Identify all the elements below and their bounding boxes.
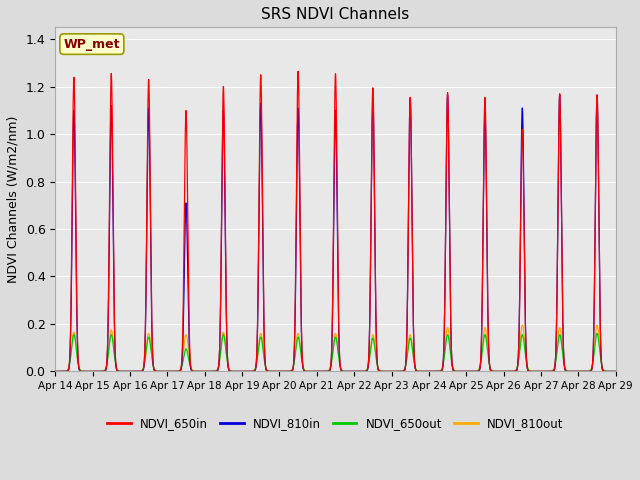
Title: SRS NDVI Channels: SRS NDVI Channels [261, 7, 410, 22]
Y-axis label: NDVI Channels (W/m2/nm): NDVI Channels (W/m2/nm) [7, 116, 20, 283]
Text: WP_met: WP_met [63, 37, 120, 50]
Legend: NDVI_650in, NDVI_810in, NDVI_650out, NDVI_810out: NDVI_650in, NDVI_810in, NDVI_650out, NDV… [102, 412, 568, 434]
